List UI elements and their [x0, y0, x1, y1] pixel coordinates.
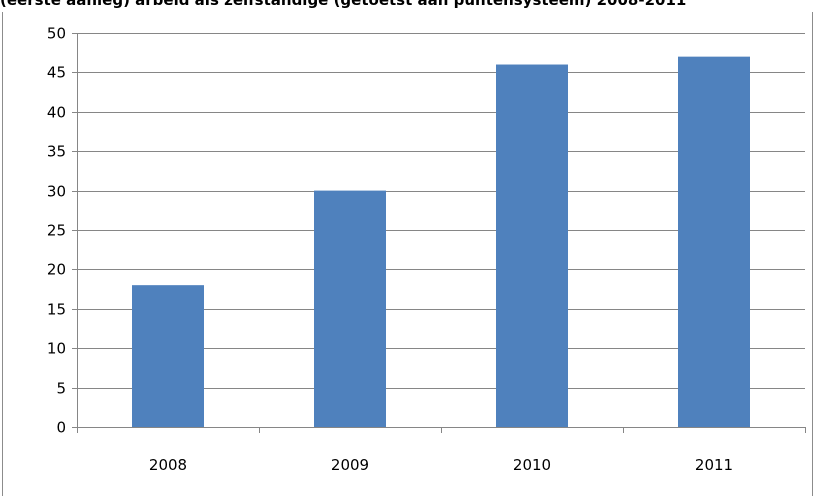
- bars: [132, 56, 750, 428]
- tick-labels: 0 5 10 15 20 25 30 35 40 45 50 2008 2009 2010 2011: [47, 25, 733, 475]
- y-tick-label: 50: [47, 25, 66, 43]
- y-tick-label: 20: [47, 261, 66, 279]
- y-tick-label: 10: [47, 340, 66, 358]
- chart-title: (eerste aanleg) arbeid als zelfstandige …: [0, 0, 687, 9]
- bar-2011: [678, 56, 750, 427]
- y-tick-label: 40: [47, 104, 66, 122]
- y-tick-label: 0: [56, 419, 66, 437]
- bar-2008: [132, 285, 204, 427]
- x-tick-label: 2009: [331, 456, 369, 474]
- y-tick-label: 30: [47, 183, 66, 201]
- x-tick-label: 2008: [149, 456, 187, 474]
- bar-2009: [314, 190, 386, 427]
- y-tick-label: 35: [47, 143, 66, 161]
- y-tick-label: 5: [56, 380, 66, 398]
- x-tick-label: 2010: [513, 456, 551, 474]
- axes: [72, 33, 806, 433]
- y-tick-label: 25: [47, 222, 66, 240]
- chart-frame: [2, 12, 813, 496]
- x-tick-label: 2011: [695, 456, 733, 474]
- y-tick-label: 45: [47, 64, 66, 82]
- y-tick-label: 15: [47, 301, 66, 319]
- bar-2010: [496, 64, 568, 428]
